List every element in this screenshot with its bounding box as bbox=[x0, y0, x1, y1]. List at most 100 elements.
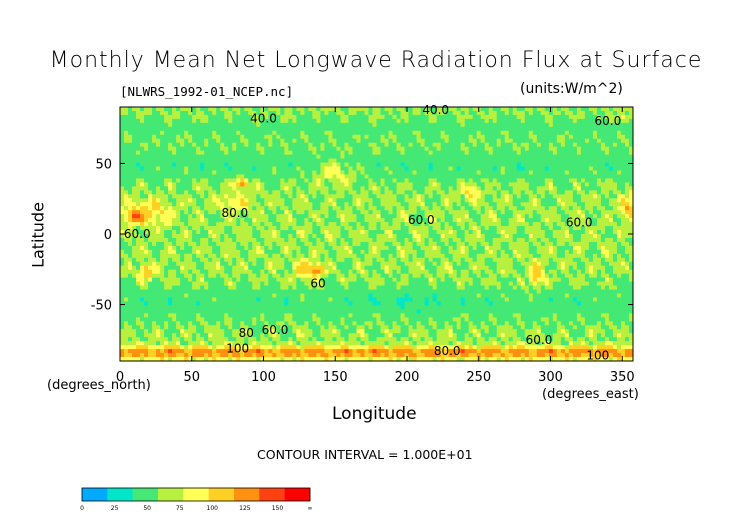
heatmap-cell bbox=[600, 237, 606, 243]
heatmap-cell bbox=[496, 150, 502, 156]
heatmap-cell bbox=[624, 142, 630, 148]
heatmap-cell bbox=[536, 134, 542, 140]
heatmap-cell bbox=[276, 114, 281, 120]
heatmap-cell bbox=[320, 245, 325, 251]
heatmap-cell bbox=[312, 130, 317, 136]
heatmap-cell bbox=[304, 226, 309, 231]
heatmap-cell bbox=[448, 210, 454, 215]
heatmap-cell bbox=[552, 166, 558, 171]
heatmap-cell bbox=[356, 202, 361, 207]
heatmap-cell bbox=[244, 166, 249, 171]
heatmap-cell bbox=[616, 202, 622, 207]
heatmap-cell bbox=[424, 237, 429, 243]
heatmap-cell bbox=[244, 138, 249, 144]
heatmap-cell bbox=[328, 150, 333, 156]
heatmap-cell bbox=[220, 166, 225, 171]
heatmap-cell bbox=[296, 138, 301, 144]
heatmap-cell bbox=[456, 142, 462, 148]
heatmap-cell bbox=[256, 138, 261, 144]
heatmap-cell bbox=[464, 198, 470, 203]
heatmap-cell bbox=[604, 253, 610, 259]
heatmap-cell bbox=[212, 198, 217, 203]
heatmap-cell bbox=[128, 110, 133, 116]
heatmap-cell bbox=[332, 241, 337, 247]
heatmap-cell bbox=[404, 237, 409, 243]
heatmap-cell bbox=[248, 162, 253, 167]
heatmap-cell bbox=[572, 130, 578, 136]
heatmap-cell bbox=[560, 241, 566, 247]
heatmap-cell bbox=[624, 134, 630, 140]
heatmap-cell bbox=[408, 206, 413, 211]
heatmap-cell bbox=[228, 186, 233, 191]
heatmap-cell bbox=[248, 222, 253, 227]
heatmap-cell bbox=[188, 146, 193, 152]
heatmap-cell bbox=[604, 194, 610, 199]
heatmap-cell bbox=[152, 162, 157, 167]
heatmap-cell bbox=[240, 202, 245, 207]
heatmap-cell bbox=[580, 182, 586, 187]
heatmap-cell bbox=[312, 194, 317, 199]
heatmap-cell bbox=[424, 206, 429, 211]
heatmap-cell bbox=[268, 222, 273, 227]
heatmap-cell bbox=[348, 178, 353, 183]
heatmap-cell bbox=[324, 146, 329, 152]
heatmap-cell bbox=[184, 142, 189, 148]
heatmap-cell bbox=[120, 138, 125, 144]
heatmap-cell bbox=[212, 146, 217, 152]
heatmap-cell bbox=[320, 134, 325, 140]
heatmap-cell bbox=[384, 138, 389, 144]
heatmap-cell bbox=[504, 218, 510, 223]
heatmap-cell bbox=[592, 249, 598, 255]
heatmap-cell bbox=[360, 142, 365, 148]
heatmap-cell bbox=[312, 134, 317, 140]
heatmap-cell bbox=[264, 126, 269, 132]
heatmap-cell bbox=[412, 249, 417, 255]
heatmap-cell bbox=[324, 190, 329, 195]
heatmap-cell bbox=[528, 182, 534, 187]
heatmap-cell bbox=[392, 198, 397, 203]
heatmap-cell bbox=[292, 158, 297, 163]
heatmap-cell bbox=[480, 206, 486, 211]
heatmap-cell bbox=[216, 218, 221, 223]
heatmap-cell bbox=[624, 234, 630, 239]
heatmap-cell bbox=[432, 230, 438, 235]
heatmap-cell bbox=[552, 182, 558, 187]
heatmap-cell bbox=[532, 245, 538, 251]
heatmap-cell bbox=[360, 194, 365, 199]
heatmap-cell bbox=[172, 126, 177, 132]
heatmap-cell bbox=[140, 130, 145, 136]
heatmap-cell bbox=[252, 182, 257, 187]
heatmap-cell bbox=[292, 174, 297, 179]
heatmap-cell bbox=[592, 194, 598, 199]
heatmap-cell bbox=[432, 118, 438, 124]
heatmap-cell bbox=[260, 210, 265, 215]
heatmap-cell bbox=[436, 214, 442, 219]
heatmap-cell bbox=[484, 158, 490, 163]
heatmap-cell bbox=[400, 150, 405, 156]
heatmap-cell bbox=[280, 230, 285, 235]
heatmap-cell bbox=[492, 245, 498, 251]
heatmap-cell bbox=[404, 230, 409, 235]
heatmap-cell bbox=[540, 257, 546, 263]
heatmap-cell bbox=[600, 162, 606, 167]
heatmap-cell bbox=[328, 182, 333, 187]
heatmap-cell bbox=[264, 110, 269, 116]
heatmap-cell bbox=[380, 230, 385, 235]
heatmap-cell bbox=[592, 134, 598, 140]
heatmap-cell bbox=[576, 174, 582, 179]
heatmap-cell bbox=[504, 186, 510, 191]
heatmap-cell bbox=[268, 126, 273, 132]
heatmap-cell bbox=[576, 162, 582, 167]
heatmap-cell bbox=[552, 253, 558, 259]
heatmap-cell bbox=[432, 253, 438, 259]
heatmap-cell bbox=[408, 174, 413, 179]
heatmap-cell bbox=[552, 249, 558, 255]
heatmap-cell bbox=[520, 142, 526, 148]
heatmap-cell bbox=[160, 122, 165, 128]
heatmap-cell bbox=[240, 234, 245, 239]
heatmap-cell bbox=[308, 206, 313, 211]
heatmap-cell bbox=[152, 190, 157, 195]
heatmap-cell bbox=[564, 237, 570, 243]
heatmap-cell bbox=[172, 190, 177, 195]
heatmap-cell bbox=[608, 245, 614, 251]
